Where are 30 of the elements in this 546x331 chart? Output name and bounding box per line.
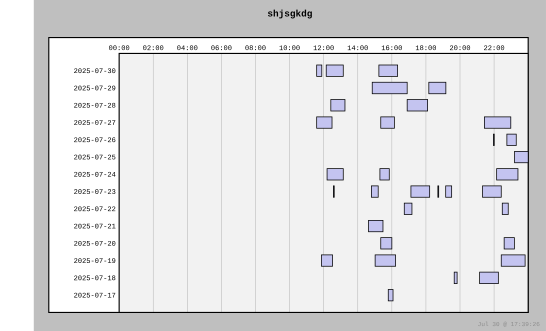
bar [368, 220, 384, 232]
bar [380, 168, 390, 180]
bar [330, 99, 346, 112]
bar [372, 82, 408, 94]
bar [321, 254, 333, 267]
bar [388, 288, 394, 302]
bar [502, 202, 509, 215]
bar [410, 185, 430, 198]
bar [406, 99, 428, 112]
bar [504, 237, 515, 250]
bar [380, 237, 392, 250]
bar [316, 116, 332, 129]
bar [326, 168, 344, 180]
bar [500, 254, 526, 267]
bar [454, 272, 458, 284]
bar [378, 64, 398, 77]
bar [484, 116, 512, 129]
bar [479, 272, 499, 284]
bar [316, 64, 322, 77]
bar [482, 185, 502, 198]
bar [496, 168, 518, 180]
bar [404, 202, 412, 215]
bar [371, 185, 379, 198]
bar [380, 116, 395, 129]
chart-title: shjsgkdg [268, 10, 312, 18]
bar [506, 134, 517, 146]
bar [374, 254, 396, 267]
bar [326, 64, 344, 77]
bar [428, 82, 446, 94]
bar [445, 185, 452, 198]
